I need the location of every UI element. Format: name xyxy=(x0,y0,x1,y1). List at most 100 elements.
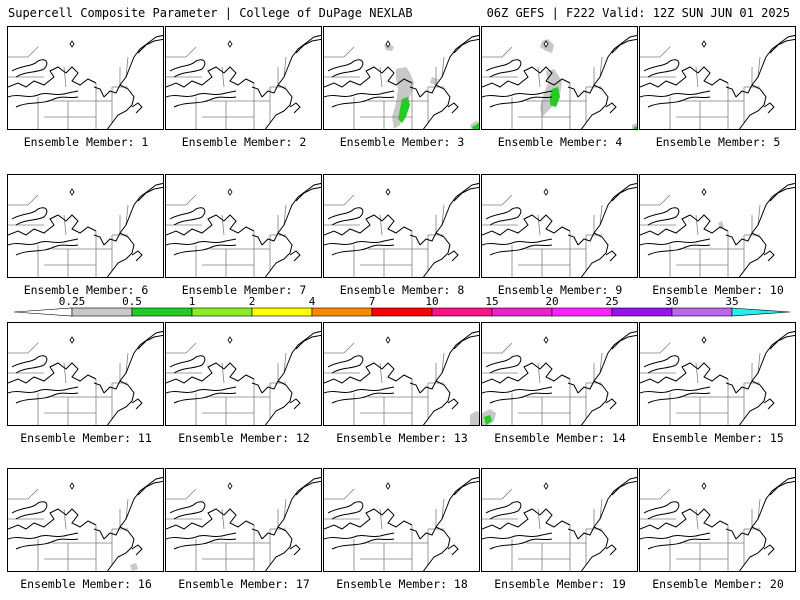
member-label: Ensemble Member: 20 xyxy=(652,577,784,591)
state-boundary xyxy=(379,214,383,236)
coastline xyxy=(8,66,97,88)
lake-nipigon-marker xyxy=(701,336,707,344)
coastline xyxy=(763,102,775,114)
lake-nipigon-marker xyxy=(543,482,549,490)
ensemble-member-map xyxy=(323,26,480,130)
coastline xyxy=(251,86,263,98)
colorbar-segment xyxy=(191,307,253,317)
lake-nipigon-marker xyxy=(227,40,233,48)
coastline xyxy=(166,66,255,88)
state-boundary xyxy=(537,214,541,236)
state-boundary xyxy=(63,508,67,530)
coastline xyxy=(577,182,637,246)
ensemble-member-map xyxy=(481,26,638,130)
ensemble-member-map xyxy=(323,468,480,572)
state-boundary xyxy=(537,362,541,384)
coastline xyxy=(173,538,237,550)
coastline xyxy=(169,59,206,78)
coastline xyxy=(289,250,301,262)
coastline xyxy=(324,508,413,530)
coastline xyxy=(422,526,451,571)
coastline xyxy=(93,528,105,540)
state-boundary xyxy=(599,352,603,374)
coastline xyxy=(489,392,553,404)
basemap xyxy=(640,330,795,425)
colorbar-segment xyxy=(731,307,790,317)
coastline xyxy=(409,382,421,394)
state-boundary xyxy=(125,56,129,78)
coastline xyxy=(485,355,522,374)
coastline xyxy=(324,532,395,540)
colorbar-segment xyxy=(371,307,433,317)
state-boundary xyxy=(221,508,225,530)
coastline xyxy=(93,234,105,246)
coastline xyxy=(11,501,48,520)
coastline xyxy=(453,334,479,350)
member-label: Ensemble Member: 6 xyxy=(23,283,149,297)
coastline xyxy=(482,66,571,88)
coastline xyxy=(295,480,321,496)
lake-nipigon-marker xyxy=(385,336,391,344)
coastline xyxy=(11,59,48,78)
coastline xyxy=(482,238,553,246)
coastline xyxy=(419,476,479,540)
lake-nipigon-marker xyxy=(227,336,233,344)
coastline xyxy=(327,501,364,520)
colorbar-segment xyxy=(131,307,193,317)
member-label: Ensemble Member: 18 xyxy=(336,577,468,591)
state-boundary xyxy=(283,352,287,374)
state-boundary xyxy=(640,342,671,354)
state-boundary xyxy=(757,56,761,78)
coastline xyxy=(324,386,395,394)
state-boundary xyxy=(324,46,355,58)
state-boundary xyxy=(379,362,383,384)
coastline xyxy=(131,544,143,556)
coastline xyxy=(131,398,143,410)
member-label: Ensemble Member: 5 xyxy=(655,135,781,149)
state-boundary xyxy=(283,56,287,78)
basemap xyxy=(640,476,795,571)
state-boundary xyxy=(52,248,97,277)
ensemble-member-map xyxy=(165,174,322,278)
lake-nipigon-marker xyxy=(701,40,707,48)
lake-nipigon-marker xyxy=(543,336,549,344)
lake-nipigon-marker xyxy=(69,336,75,344)
ensemble-member-map xyxy=(165,322,322,426)
coastline xyxy=(131,102,143,114)
state-boundary xyxy=(757,352,761,374)
member-label: Ensemble Member: 12 xyxy=(178,431,310,445)
member-label: Ensemble Member: 2 xyxy=(181,135,307,149)
coastline xyxy=(453,38,479,54)
scp-contour-0_5 xyxy=(550,87,560,107)
scp-contour-0_25 xyxy=(470,411,479,425)
basemap xyxy=(166,182,321,277)
coastline xyxy=(738,526,767,571)
coastline xyxy=(169,355,206,374)
coastline xyxy=(261,330,321,394)
coastline xyxy=(251,382,263,394)
state-boundary xyxy=(8,194,39,206)
state-boundary xyxy=(599,56,603,78)
coastline xyxy=(324,214,413,236)
state-boundary xyxy=(695,214,699,236)
colorbar-segment xyxy=(551,307,613,317)
state-boundary xyxy=(441,498,445,520)
state-boundary xyxy=(695,362,699,384)
coastline xyxy=(327,207,364,226)
state-boundary xyxy=(368,396,413,425)
basemap xyxy=(324,34,479,129)
coastline xyxy=(769,38,795,54)
colorbar-tick-label: 4 xyxy=(309,295,316,308)
scp-contour-0_5 xyxy=(472,123,479,129)
coastline xyxy=(611,186,637,202)
state-boundary xyxy=(640,194,671,206)
basemap xyxy=(8,182,163,277)
coastline xyxy=(453,480,479,496)
coastline xyxy=(640,238,711,246)
coastline xyxy=(289,398,301,410)
coastline xyxy=(422,232,451,277)
lake-nipigon-marker xyxy=(543,188,549,196)
coastline xyxy=(409,528,421,540)
coastline xyxy=(327,355,364,374)
lake-nipigon-marker xyxy=(69,188,75,196)
